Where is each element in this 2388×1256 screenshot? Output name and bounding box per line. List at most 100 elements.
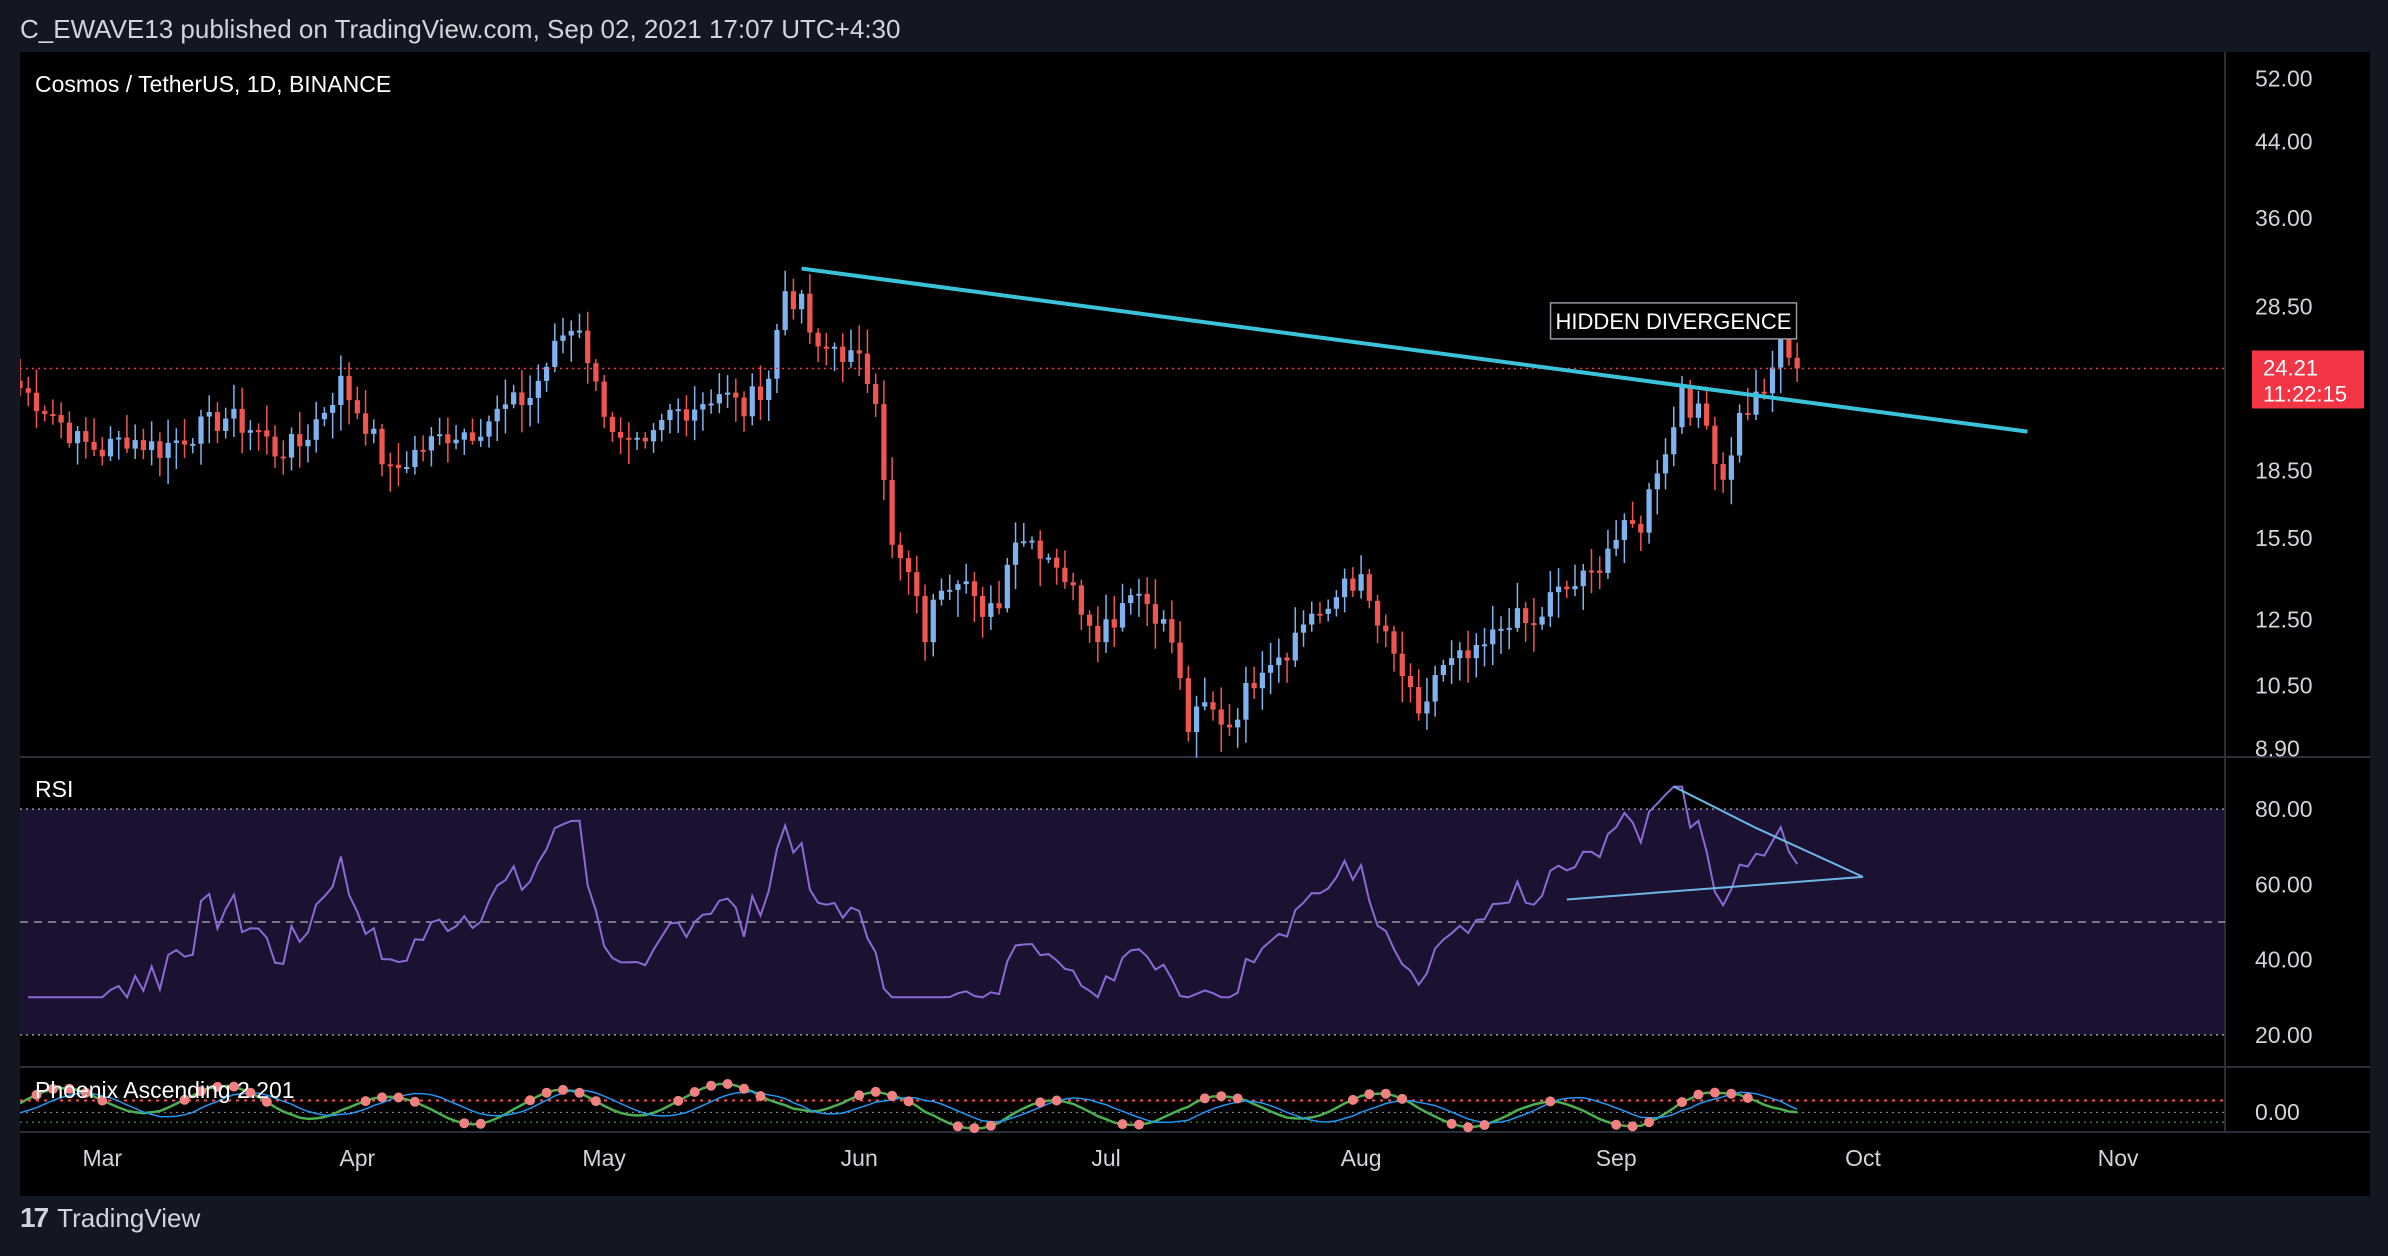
candle-body (1654, 473, 1660, 490)
price-tick-label: 28.50 (2255, 294, 2313, 320)
candle-body (840, 346, 846, 362)
candle-body (700, 404, 706, 410)
phoenix-signal-dot (706, 1080, 717, 1091)
candle-body (494, 408, 500, 422)
tradingview-mark-icon: 17 (20, 1202, 49, 1233)
rsi-band-fill (20, 809, 2225, 1035)
time-tick-label: Oct (1845, 1145, 1881, 1171)
phoenix-signal-dot (903, 1096, 914, 1107)
candle-body (1613, 539, 1619, 549)
candle-body (1720, 464, 1726, 480)
phoenix-signal-dot (673, 1095, 684, 1106)
candle-body (930, 599, 936, 643)
publisher-line: C_EWAVE13 published on TradingView.com, … (20, 14, 901, 44)
rsi-triangle-upper (1673, 785, 1864, 878)
candle-body (297, 434, 303, 447)
phoenix-signal-dot (196, 1086, 206, 1097)
candle-body (947, 589, 953, 592)
chart-svg[interactable]: HIDDEN DIVERGENCE Cosmos / TetherUS, 1D,… (20, 52, 2370, 1196)
phoenix-signal-dot (31, 1089, 42, 1100)
trendline (801, 266, 2028, 434)
candle-body (905, 558, 912, 573)
candle-body (42, 411, 48, 415)
candle-body (1218, 709, 1224, 725)
candle-body (395, 464, 402, 469)
phoenix-signal-dot (1232, 1093, 1243, 1104)
candle-body (149, 441, 155, 451)
candle-body (280, 456, 286, 459)
candle-body (206, 412, 212, 417)
candle-body (272, 436, 278, 457)
time-tick-label: Jul (1091, 1145, 1120, 1171)
candle-body (650, 430, 657, 442)
annotation-box (1549, 302, 1798, 340)
chart-title: Cosmos / TetherUS, 1D, BINANCE (35, 71, 391, 97)
candle-body (1276, 657, 1282, 666)
candle-body (1448, 658, 1455, 665)
candle-body (99, 449, 105, 457)
candle-body (1333, 597, 1340, 609)
candle-body (1679, 386, 1685, 428)
candle-body (362, 413, 369, 434)
phoenix-signal-dot (1545, 1096, 1556, 1107)
candle-body (1366, 574, 1372, 601)
phoenix-signal-dot (574, 1087, 585, 1098)
candle-body (1012, 542, 1019, 565)
last-price-countdown: 11:22:15 (2263, 381, 2347, 406)
candle-body (1465, 650, 1471, 659)
time-tick-label: May (582, 1145, 626, 1171)
tradingview-logo[interactable]: 17 TradingView (20, 1202, 200, 1234)
candle-body (593, 363, 599, 382)
candle-body (1226, 724, 1233, 728)
candle-body (1136, 593, 1142, 596)
candle-body (741, 397, 747, 417)
chart-frame[interactable]: HIDDEN DIVERGENCE Cosmos / TetherUS, 1D,… (20, 52, 2370, 1196)
phoenix-signal-dot (1611, 1119, 1622, 1130)
candle-body (576, 330, 583, 333)
rsi-label: RSI (35, 776, 73, 802)
time-tick-label: Aug (1341, 1145, 1382, 1171)
candle-body (1572, 586, 1578, 590)
phoenix-signal-dot (755, 1091, 766, 1102)
candle-body (1424, 701, 1430, 714)
phoenix-signal-dot (1446, 1118, 1457, 1129)
candle-body (1004, 564, 1010, 609)
candle-body (288, 434, 295, 458)
candle-body (1498, 628, 1504, 631)
price-tick-label: 15.50 (2255, 525, 2313, 551)
candle-body (1555, 586, 1562, 593)
candle-body (1152, 604, 1159, 624)
candle-body (1704, 403, 1710, 426)
candle-body (1407, 676, 1414, 688)
candle-body (1284, 657, 1290, 661)
candle-body (190, 443, 196, 446)
candle-body (807, 293, 813, 333)
candle-body (1580, 570, 1586, 587)
phoenix-signal-dot (1380, 1088, 1391, 1099)
candle-body (1029, 540, 1035, 543)
candle-body (50, 414, 56, 417)
candle-body (659, 420, 665, 431)
candle-body (790, 291, 797, 310)
candle-body (1457, 650, 1463, 659)
phoenix-signal-dot (64, 1083, 75, 1094)
candle-body (1695, 403, 1702, 418)
candle-body (626, 437, 632, 440)
candle-body (1432, 674, 1438, 702)
candle-body (1481, 644, 1488, 647)
candle-body (1712, 425, 1718, 465)
price-tick-label: 52.00 (2255, 65, 2313, 91)
candle-body (757, 386, 764, 400)
candle-body (1671, 427, 1677, 455)
candle-body (461, 432, 467, 440)
time-tick-label: Apr (339, 1145, 375, 1171)
phoenix-signal-dot (80, 1087, 91, 1098)
candle-body (1786, 338, 1792, 358)
candle-body (881, 404, 887, 481)
candle-body (1103, 619, 1109, 643)
candle-body (255, 430, 262, 433)
phoenix-signal-dot (1677, 1097, 1687, 1108)
candle-body (486, 421, 492, 437)
candle-body (675, 409, 681, 412)
candle-body (527, 397, 533, 405)
